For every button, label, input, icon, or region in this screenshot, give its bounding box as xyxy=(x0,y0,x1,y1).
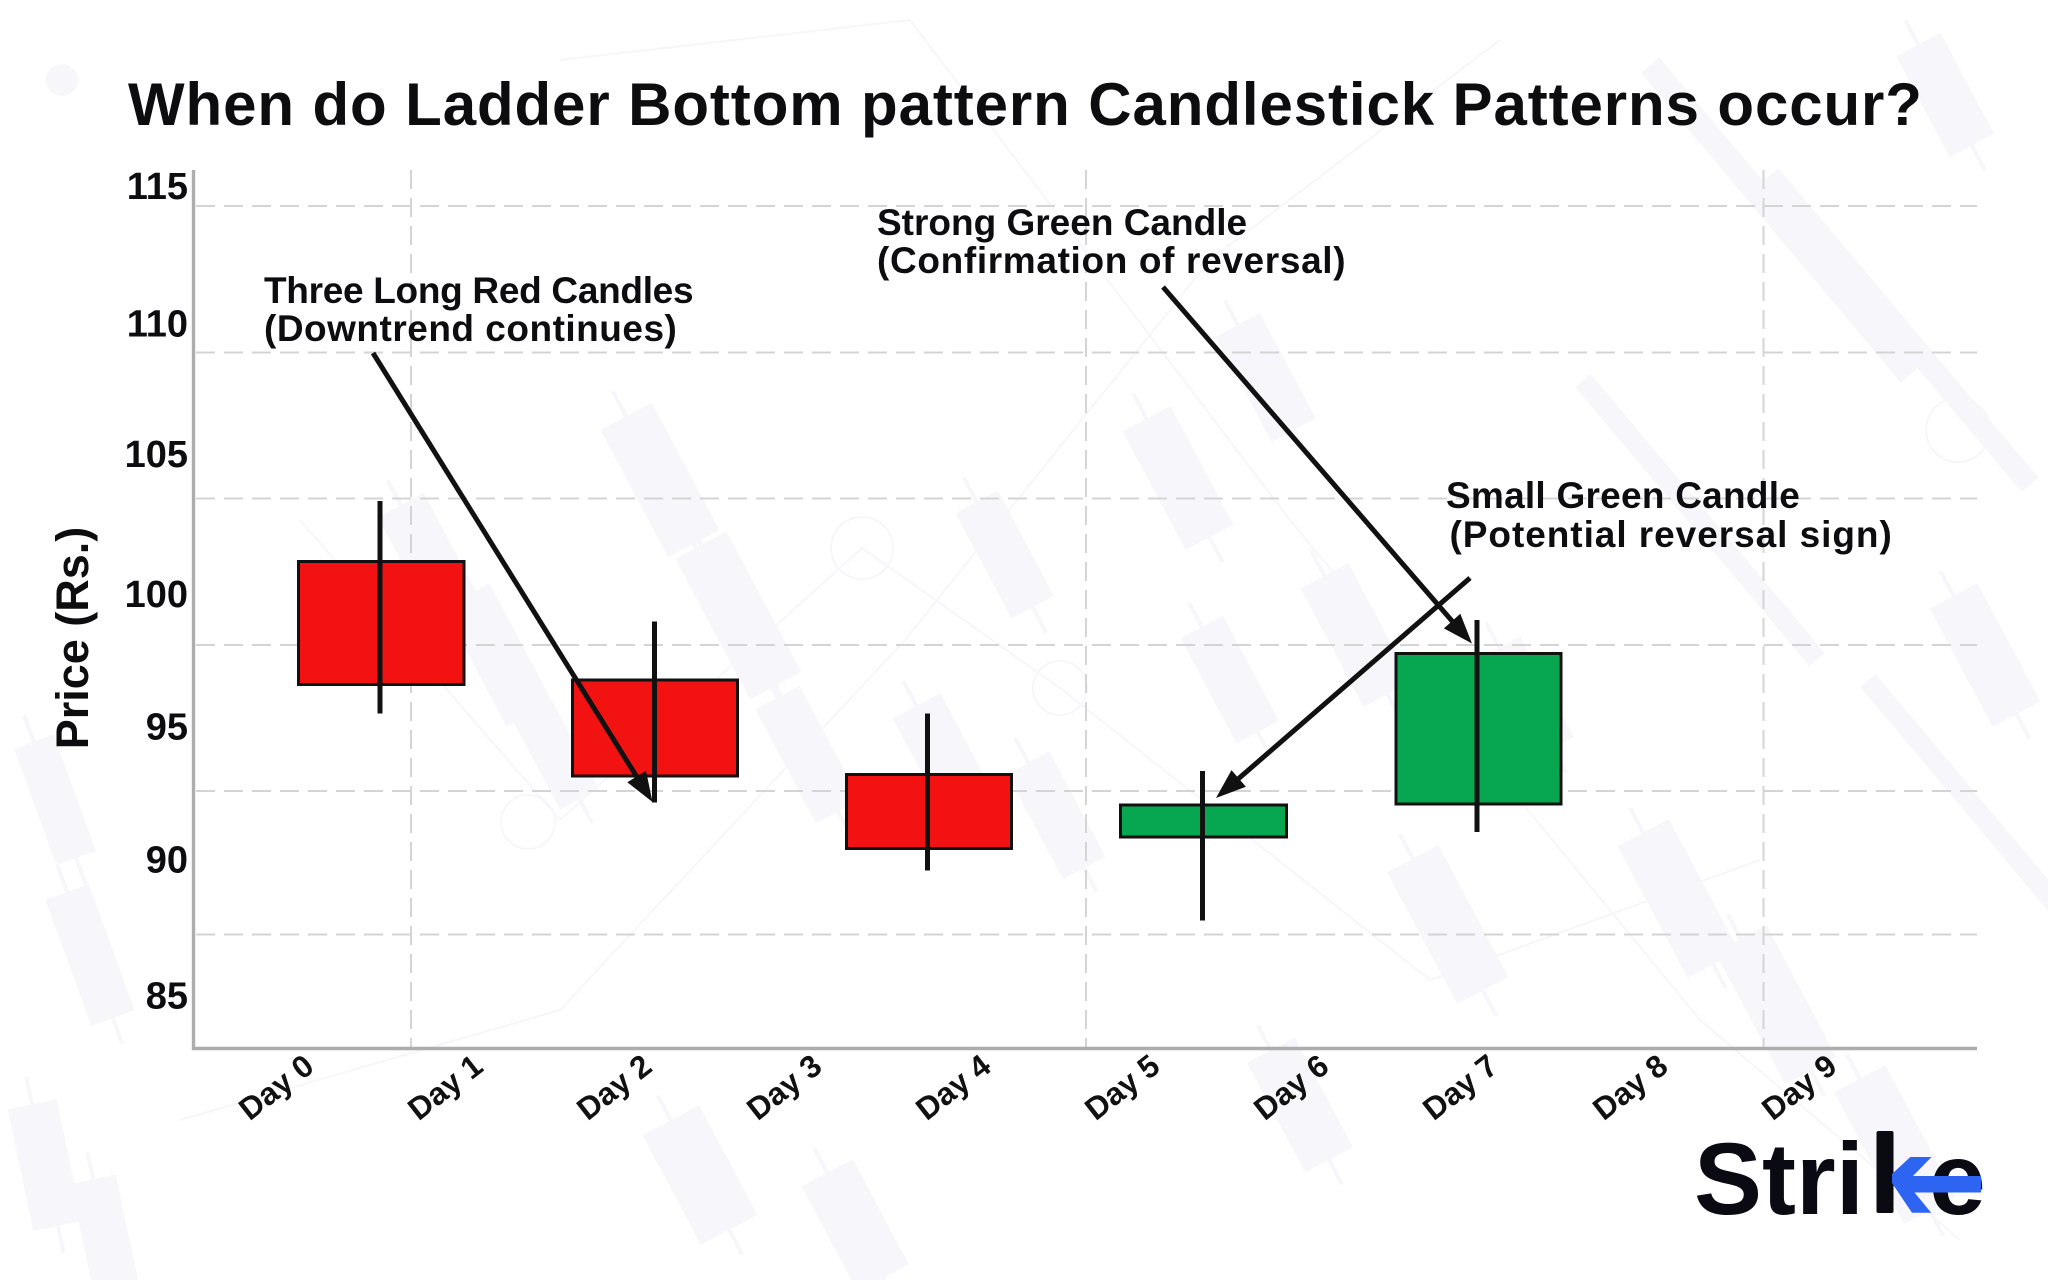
svg-text:(Downtrend continues): (Downtrend continues) xyxy=(264,308,677,349)
svg-text:Price (Rs.): Price (Rs.) xyxy=(47,527,98,750)
svg-text:Strong Green Candle: Strong Green Candle xyxy=(877,202,1247,243)
svg-text:(Potential reversal sign): (Potential reversal sign) xyxy=(1450,514,1893,555)
svg-text:85: 85 xyxy=(146,976,188,1018)
svg-text:100: 100 xyxy=(125,574,188,616)
svg-text:When do Ladder Bottom pattern: When do Ladder Bottom pattern Candlestic… xyxy=(128,71,1923,138)
svg-text:105: 105 xyxy=(125,434,188,476)
svg-text:110: 110 xyxy=(127,304,188,346)
svg-text:90: 90 xyxy=(146,840,188,882)
svg-text:Stri: Stri xyxy=(1694,1122,1864,1236)
svg-text:(Confirmation of reversal): (Confirmation of reversal) xyxy=(877,240,1346,281)
svg-text:95: 95 xyxy=(146,707,188,749)
svg-text:Three Long Red Candles: Three Long Red Candles xyxy=(264,270,693,311)
svg-text:Small Green Candle: Small Green Candle xyxy=(1446,475,1800,516)
svg-text:115: 115 xyxy=(127,166,188,208)
